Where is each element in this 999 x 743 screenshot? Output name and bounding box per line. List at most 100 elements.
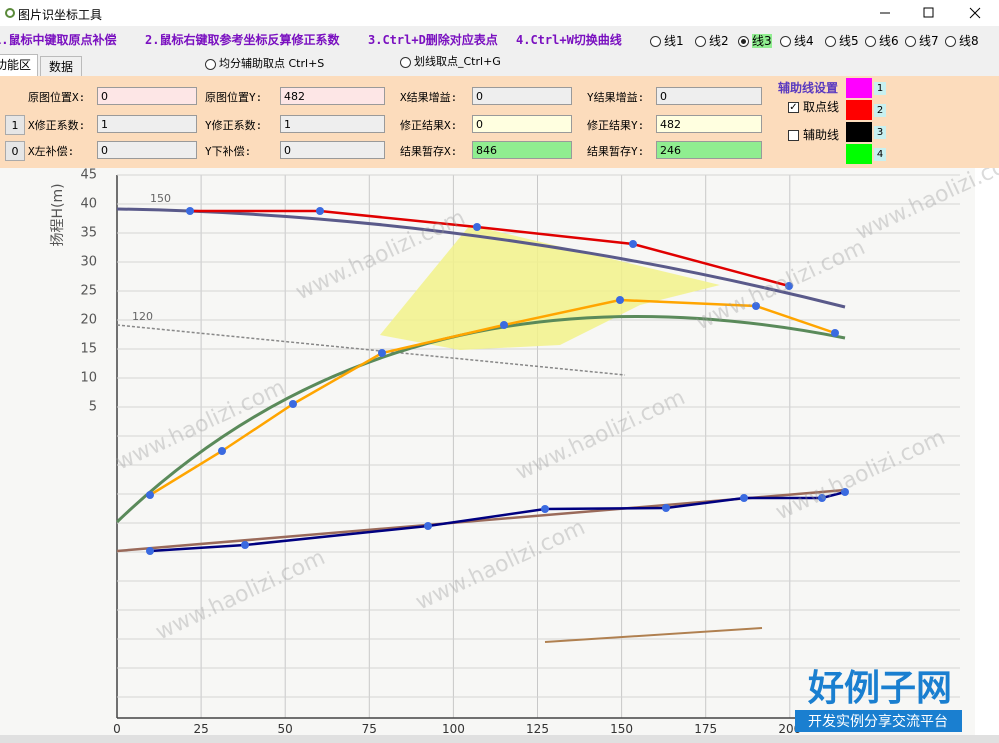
image-y-tick: 40 xyxy=(80,197,97,212)
image-annotation: 150 xyxy=(150,192,171,205)
field-label: Y修正系数: xyxy=(205,119,263,132)
watermark-slogan-bg xyxy=(795,710,962,732)
field-label: X左补偿: xyxy=(28,145,75,158)
color-label: 4 xyxy=(874,148,886,161)
radio-label: 线8 xyxy=(959,34,979,48)
checkbox-label: 取点线 xyxy=(803,100,840,114)
radio-label: 均分辅助取点 Ctrl+S xyxy=(219,57,325,70)
radio-button[interactable] xyxy=(865,36,876,47)
checkbox-label: 辅助线 xyxy=(803,128,840,142)
radio-button[interactable] xyxy=(825,36,836,47)
window-controls[interactable] xyxy=(860,0,999,26)
curve-radio[interactable]: 线3 xyxy=(738,33,772,49)
radio-label: 线3 xyxy=(752,34,772,48)
radio-button[interactable] xyxy=(400,56,411,68)
aux-checkbox[interactable]: 辅助线 xyxy=(788,128,839,142)
picked-points xyxy=(146,207,849,555)
field-input[interactable]: 1 xyxy=(97,115,197,133)
instruction: 1.鼠标中键取原点补偿 xyxy=(0,33,117,47)
field-label: X结果增益: xyxy=(400,91,458,104)
color-swatch[interactable] xyxy=(846,100,872,120)
field-input[interactable]: 0 xyxy=(472,115,572,133)
radio-label: 线6 xyxy=(879,34,899,48)
radio-label: 划线取点_Ctrl+G xyxy=(414,55,501,68)
instruction: 2.鼠标右键取参考坐标反算修正系数 xyxy=(145,33,340,47)
status-strip xyxy=(0,735,999,743)
image-y-tick: 45 xyxy=(80,168,97,183)
watermark-slogan: 开发实例分享交流平台 xyxy=(808,713,948,730)
image-x-tick: 0 xyxy=(113,722,121,736)
window-title: 图片识坐标工具 xyxy=(18,8,103,22)
radio-button[interactable] xyxy=(905,36,916,47)
pick-mode[interactable]: 均分辅助取点 Ctrl+S xyxy=(205,56,324,72)
image-y-label: 扬程H(m) xyxy=(50,183,66,246)
efficiency-area xyxy=(380,225,720,350)
aux-title: 辅助线设置 xyxy=(778,81,839,95)
image-view: 0 25 50 75 100 125 150 175 20045403530252015105扬… xyxy=(0,168,999,743)
color-swatch[interactable] xyxy=(846,78,872,98)
image-x-tick: 150 xyxy=(610,722,633,736)
image-y-tick: 30 xyxy=(80,255,97,270)
field-label: 修正结果Y: xyxy=(587,119,645,132)
radio-label: 线5 xyxy=(839,34,859,48)
curve-radio[interactable]: 线8 xyxy=(945,33,979,49)
curve-radio[interactable]: 线1 xyxy=(650,33,684,49)
image-margin xyxy=(975,168,999,735)
radio-label: 线7 xyxy=(919,34,939,48)
field-input[interactable]: 246 xyxy=(656,141,762,159)
curve-radio[interactable]: 线5 xyxy=(825,33,859,49)
image-y-tick: 10 xyxy=(80,371,97,386)
image-x-tick: 100 xyxy=(442,722,465,736)
image-x-tick: 50 xyxy=(278,722,293,736)
field-input[interactable]: 482 xyxy=(656,115,762,133)
curve-radio[interactable]: 线2 xyxy=(695,33,729,49)
tab[interactable]: 功能区 xyxy=(0,54,38,76)
instruction: 3.Ctrl+D删除对应表点 xyxy=(368,33,498,47)
radio-button[interactable] xyxy=(695,36,706,47)
curve-radio[interactable]: 线4 xyxy=(780,33,814,49)
curve-radio[interactable]: 线6 xyxy=(865,33,899,49)
field-label: 修正结果X: xyxy=(400,119,458,132)
small-button[interactable]: 0 xyxy=(5,141,25,161)
color-label: 2 xyxy=(874,104,886,117)
color-swatch[interactable] xyxy=(846,122,872,142)
field-input[interactable]: 846 xyxy=(472,141,572,159)
pick-mode[interactable]: 划线取点_Ctrl+G xyxy=(400,54,501,70)
radio-button[interactable] xyxy=(738,36,749,47)
field-input[interactable]: 1 xyxy=(280,115,385,133)
radio-label: 线4 xyxy=(794,34,814,48)
aux-checkbox[interactable]: ✓ 取点线 xyxy=(788,100,839,114)
field-input[interactable]: 0 xyxy=(280,141,385,159)
image-x-tick: 75 xyxy=(362,722,377,736)
field-label: X修正系数: xyxy=(28,119,86,132)
field-label: 结果暂存Y: xyxy=(587,145,645,158)
field-input[interactable]: 0 xyxy=(97,87,197,105)
image-y-tick: 25 xyxy=(80,284,97,299)
tab[interactable]: 数据 xyxy=(40,56,82,76)
color-label: 3 xyxy=(874,126,886,139)
radio-button[interactable] xyxy=(780,36,791,47)
field-input[interactable]: 482 xyxy=(280,87,385,105)
field-input[interactable]: 0 xyxy=(656,87,762,105)
field-label: 结果暂存X: xyxy=(400,145,458,158)
checkbox[interactable] xyxy=(788,130,799,141)
image-x-tick: 125 xyxy=(526,722,549,736)
small-button[interactable]: 1 xyxy=(5,115,25,135)
radio-button[interactable] xyxy=(205,58,216,70)
color-swatch[interactable] xyxy=(846,144,872,164)
radio-button[interactable] xyxy=(945,36,956,47)
source-curve-small xyxy=(544,627,763,643)
checkbox[interactable]: ✓ xyxy=(788,102,799,113)
field-input[interactable]: 0 xyxy=(472,87,572,105)
field-label: 原图位置Y: xyxy=(205,91,263,104)
radio-button[interactable] xyxy=(650,36,661,47)
app-icon xyxy=(5,8,15,18)
instruction: 4.Ctrl+W切换曲线 xyxy=(516,33,622,47)
image-annotation: 120 xyxy=(132,310,153,323)
watermark-brand: 好例子网 xyxy=(807,668,952,709)
radio-label: 线1 xyxy=(664,34,684,48)
field-label: 原图位置X: xyxy=(28,91,86,104)
curve-radio[interactable]: 线7 xyxy=(905,33,939,49)
field-input[interactable]: 0 xyxy=(97,141,197,159)
